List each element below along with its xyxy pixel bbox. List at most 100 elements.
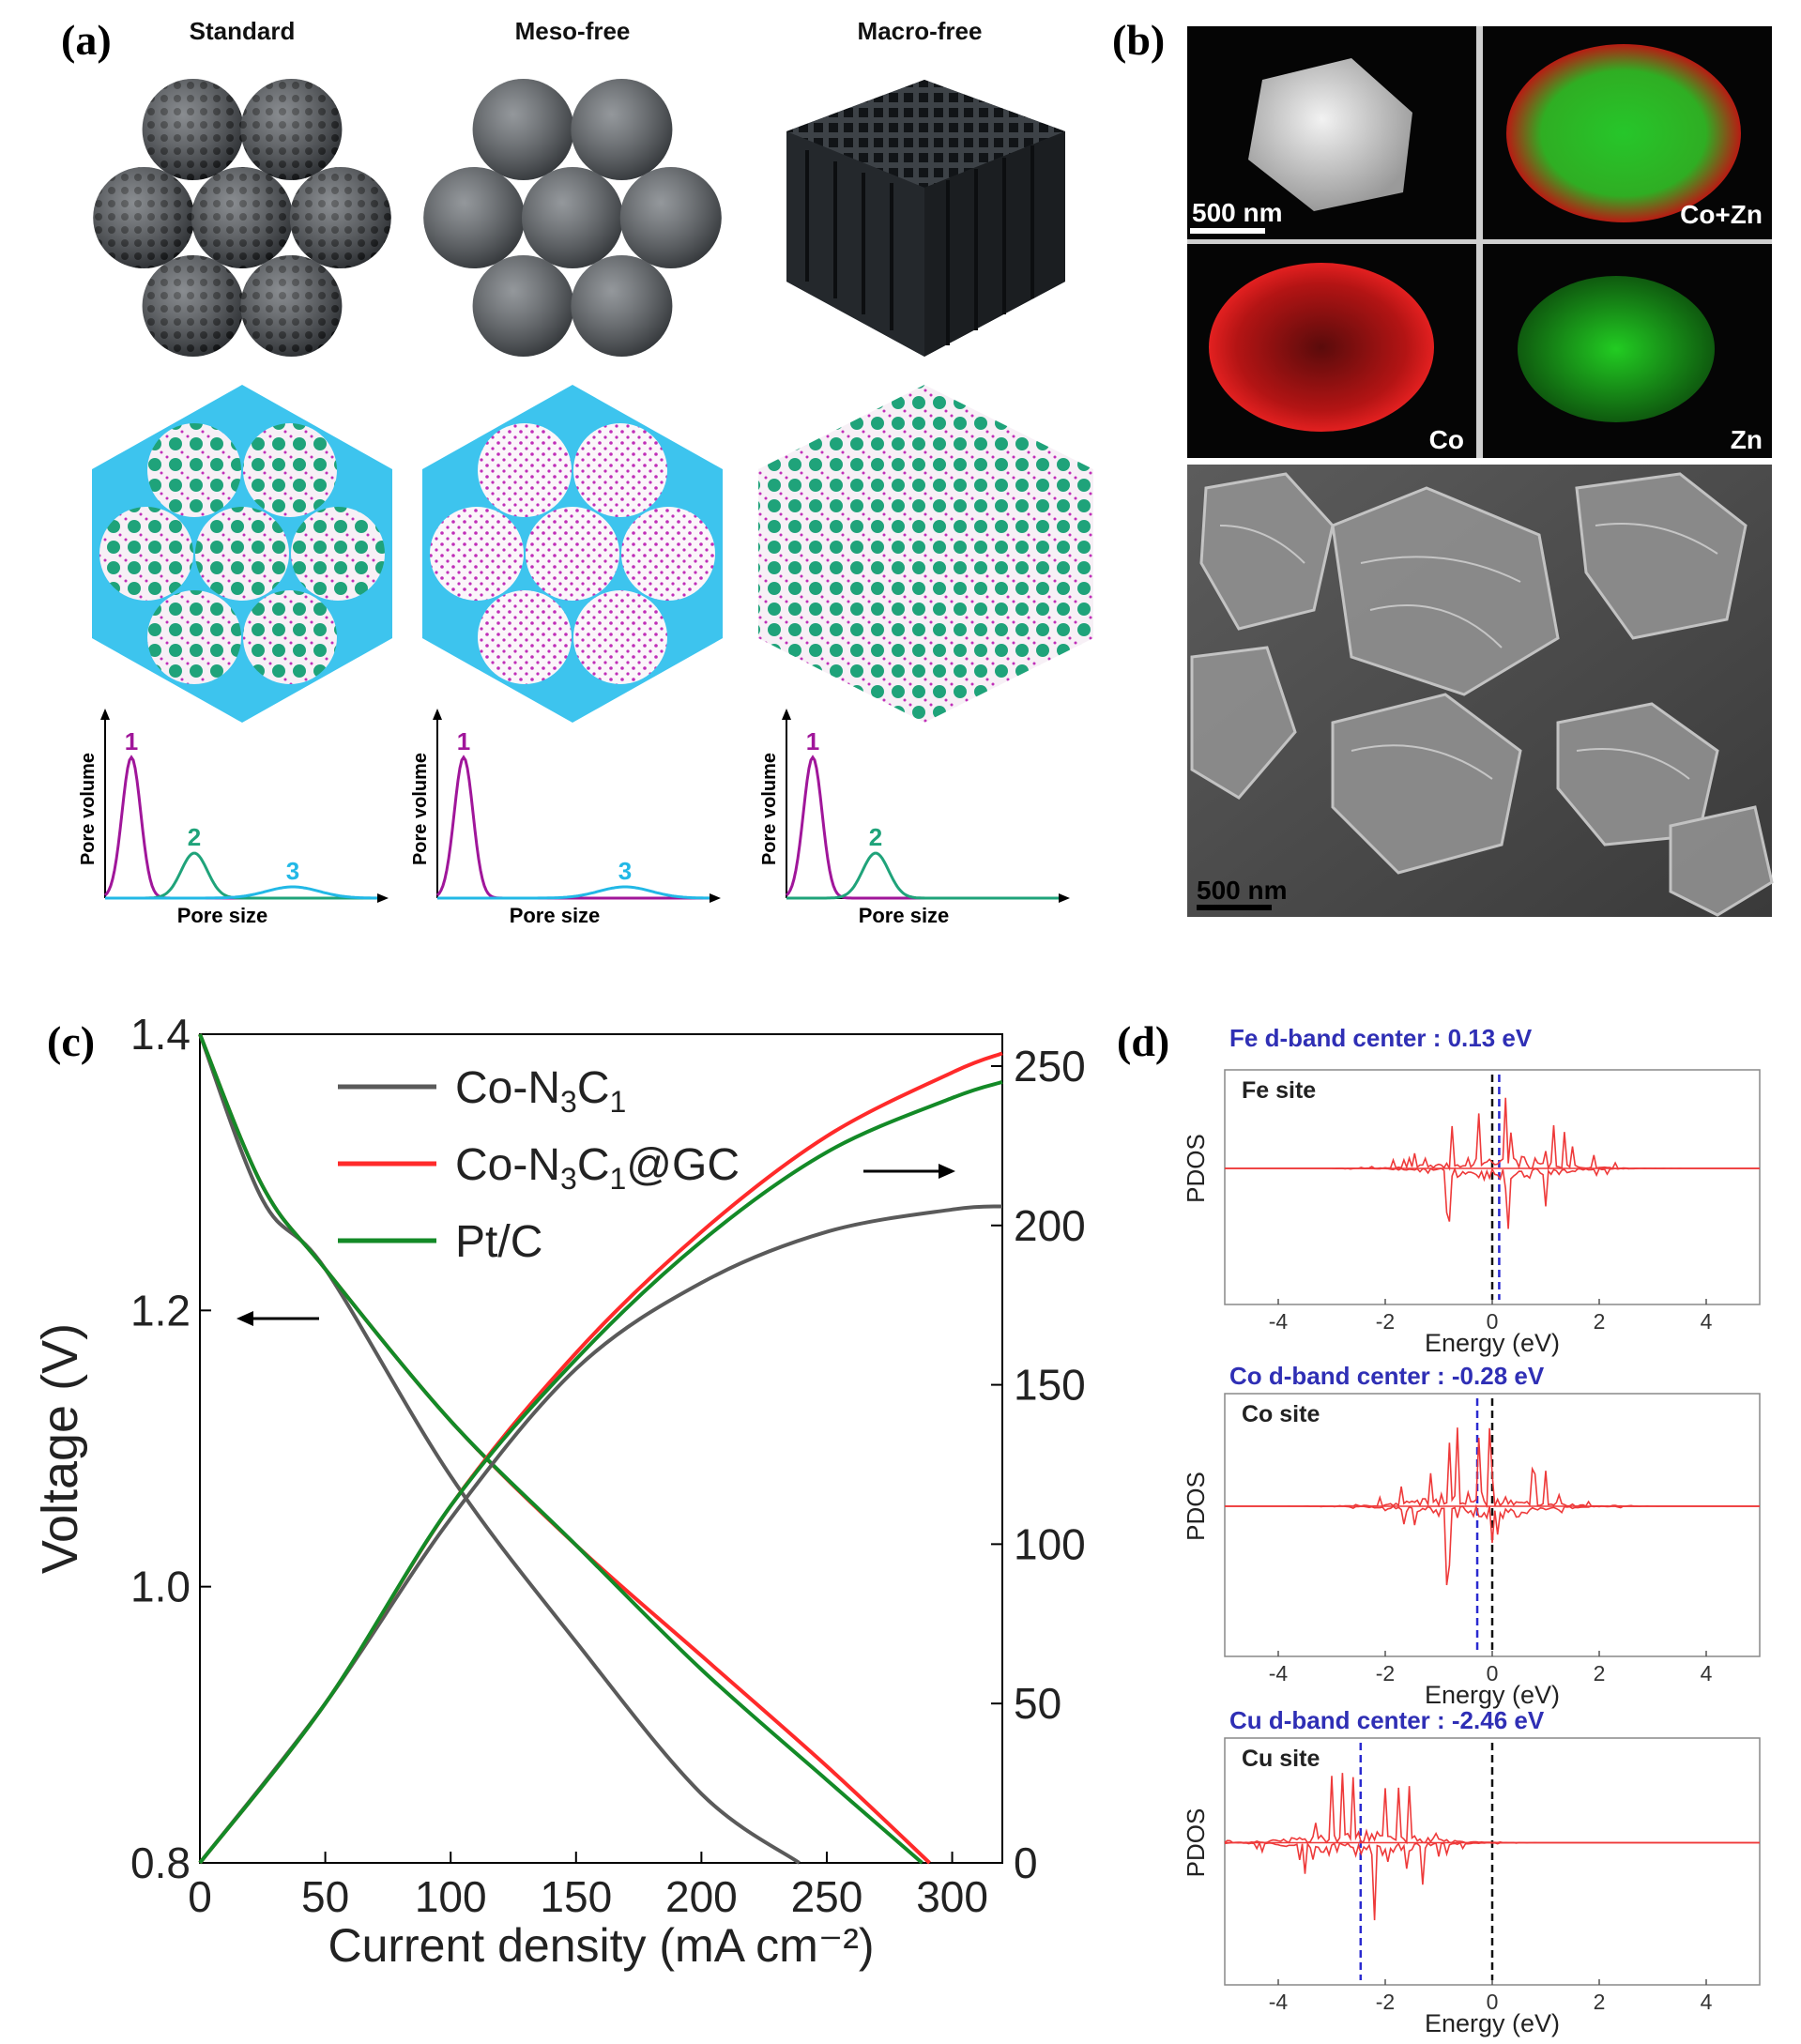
section-circle (621, 507, 715, 601)
porous-sphere (472, 255, 574, 357)
panel-c: (c) 0 50 100 150 200 250 300 0.8 1.0 1.2 1.4 0 50 100… (32, 1010, 1086, 1972)
pdos-x-tick: 0 (1487, 1309, 1499, 1334)
psd-ylabel: Pore volume (78, 753, 99, 865)
x-axis-label: Current density (mA cm⁻²) (328, 1919, 874, 1972)
y-left-tick-label: 1.0 (130, 1563, 191, 1611)
pdos-x-tick: 2 (1594, 1309, 1606, 1334)
x-tick-label: 250 (791, 1872, 863, 1921)
pdos-subplot: Cu d-band center : -2.46 eV Cu site PDOS -4… (1182, 1706, 1761, 2037)
standard-sphere-cluster (93, 79, 391, 357)
meso-free-sphere-cluster (423, 79, 722, 357)
plot-frame (199, 1033, 1003, 1864)
section-circle (243, 590, 337, 684)
x-tick-label: 100 (415, 1872, 487, 1921)
pdos-x-tick: -2 (1376, 1661, 1395, 1686)
x-tick-label: 50 (301, 1872, 349, 1921)
psd-peak-label: 2 (869, 823, 882, 851)
y-right-tick-label: 150 (1014, 1361, 1086, 1410)
macro-free-monolith (786, 80, 1065, 357)
panel-d-letter: (d) (1117, 1017, 1169, 1065)
psd-peak-label: 3 (286, 857, 299, 885)
panel-d: (d) Fe d-band center : 0.13 eV Fe site PDO… (1117, 1017, 1761, 2037)
porous-sphere (191, 167, 293, 268)
series-line (198, 1079, 1003, 1865)
legend-label: Pt/C (455, 1217, 542, 1267)
y-right-tick-label: 200 (1014, 1201, 1086, 1250)
y-left-tick-label: 0.8 (130, 1838, 191, 1887)
panel-a: (a) Standard Meso-free Macro-free (61, 16, 1093, 927)
porous-sphere (142, 255, 244, 357)
dband-title: Co d-band center : -0.28 eV (1229, 1362, 1545, 1390)
porous-sphere (522, 167, 623, 268)
x-tick-label: 300 (916, 1872, 988, 1921)
y-right-tick-label: 100 (1014, 1519, 1086, 1568)
porous-sphere (571, 79, 673, 180)
y-axis-label: Voltage (V) (32, 1323, 88, 1574)
standard-cross-section (92, 385, 392, 723)
legend-label: Co-N3C1 (455, 1063, 626, 1119)
section-circle (478, 423, 572, 517)
macro-free-pore-distribution: Pore volume Pore size 1 2 (759, 709, 1070, 927)
dband-title: Cu d-band center : -2.46 eV (1229, 1706, 1545, 1734)
macro-free-cross-section (758, 385, 1093, 723)
psd-peak-label: 3 (618, 857, 632, 885)
co-label: Co (1429, 425, 1464, 454)
x-tick-label: 150 (540, 1872, 612, 1921)
pdos-x-tick: -4 (1269, 1990, 1289, 2014)
meso-free-cross-section (422, 385, 723, 723)
porous-sphere (289, 167, 391, 268)
pdos-x-tick: 0 (1487, 1990, 1499, 2014)
section-circle (573, 423, 667, 517)
section-circle (526, 507, 619, 601)
psd-peak-3 (105, 885, 377, 900)
psd-peak-2 (786, 851, 1059, 900)
pdos-xlabel: Energy (eV) (1425, 1681, 1560, 1709)
series-line (198, 1204, 1003, 1865)
psd-peak-1 (785, 755, 1059, 900)
psd-peak-label: 2 (188, 823, 201, 851)
psd-peak-1 (435, 755, 710, 900)
meso-free-pore-distribution: Pore volume Pore size 1 3 (410, 709, 721, 927)
porous-sphere (423, 167, 526, 268)
pdos-x-tick: 4 (1701, 1661, 1713, 1686)
psd-ylabel: Pore volume (759, 753, 780, 865)
psd-xlabel: Pore size (177, 904, 268, 927)
pdos-x-tick: -2 (1376, 1309, 1395, 1334)
pdos-xlabel: Energy (eV) (1425, 2009, 1560, 2037)
zn-label: Zn (1731, 425, 1763, 454)
pdos-ylabel: PDOS (1182, 1808, 1210, 1878)
pdos-x-tick: 2 (1594, 1661, 1606, 1686)
section-circle (478, 590, 572, 684)
section-circle (291, 507, 385, 601)
scale-bar-top: 500 nm (1192, 198, 1283, 227)
pdos-x-tick: 2 (1594, 1990, 1606, 2014)
psd-peak-label: 1 (806, 727, 819, 755)
y-right-tick-label: 0 (1014, 1838, 1038, 1887)
x-tick-label: 0 (188, 1872, 212, 1921)
site-label: Cu site (1242, 1746, 1320, 1772)
pdos-charts: Fe d-band center : 0.13 eV Fe site PDOS -4 -… (1182, 1024, 1761, 2037)
column-title-standard: Standard (190, 17, 296, 45)
porous-sphere (93, 167, 195, 268)
section-circle (243, 423, 337, 517)
site-label: Co site (1242, 1401, 1320, 1427)
polarization-chart: 0 50 100 150 200 250 300 0.8 1.0 1.2 1.4 0 50 100 150 2… (32, 1010, 1086, 1972)
porous-sphere (619, 167, 722, 268)
dband-title: Fe d-band center : 0.13 eV (1229, 1024, 1533, 1052)
panel-b-letter: (b) (1112, 16, 1165, 64)
pdos-xlabel: Energy (eV) (1425, 1329, 1560, 1357)
section-circle (430, 507, 524, 601)
psd-xlabel: Pore size (510, 904, 601, 927)
scale-bar-sem: 500 nm (1197, 876, 1288, 905)
section-circle (147, 423, 241, 517)
y-right-tick-label: 50 (1014, 1679, 1061, 1728)
site-label: Fe site (1242, 1077, 1316, 1104)
series-line (198, 1033, 923, 1865)
section-circle (99, 507, 193, 601)
psd-peak-label: 1 (125, 727, 138, 755)
pdos-x-tick: 4 (1701, 1309, 1713, 1334)
y-left-tick-label: 1.4 (130, 1010, 191, 1059)
section-circle (573, 590, 667, 684)
pdos-x-tick: -2 (1376, 1990, 1395, 2014)
pdos-x-tick: -4 (1269, 1661, 1289, 1686)
